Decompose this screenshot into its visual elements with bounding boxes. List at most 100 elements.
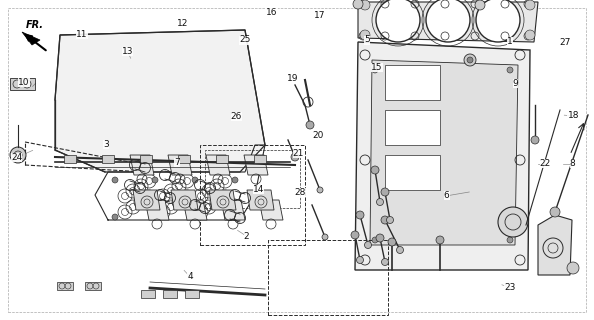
Text: 1: 1 xyxy=(507,37,513,46)
Circle shape xyxy=(550,207,560,217)
Bar xyxy=(216,155,228,163)
Text: 4: 4 xyxy=(187,272,193,281)
Text: 3: 3 xyxy=(103,140,109,149)
Circle shape xyxy=(525,0,535,10)
Text: 20: 20 xyxy=(312,132,324,140)
Circle shape xyxy=(112,214,118,220)
Circle shape xyxy=(356,257,364,263)
Circle shape xyxy=(567,262,579,274)
Circle shape xyxy=(464,54,476,66)
Bar xyxy=(163,290,177,298)
Circle shape xyxy=(475,0,485,10)
Polygon shape xyxy=(171,190,198,210)
Circle shape xyxy=(322,234,328,240)
Polygon shape xyxy=(244,155,268,175)
Circle shape xyxy=(467,57,473,63)
Bar xyxy=(64,155,76,163)
Bar xyxy=(140,155,152,163)
Text: 26: 26 xyxy=(230,112,242,121)
Text: 25: 25 xyxy=(239,36,251,44)
Text: 17: 17 xyxy=(314,12,326,20)
Polygon shape xyxy=(385,65,440,100)
Bar xyxy=(141,290,155,298)
Circle shape xyxy=(436,236,444,244)
Circle shape xyxy=(365,242,371,249)
Circle shape xyxy=(306,121,314,129)
Text: 13: 13 xyxy=(122,47,134,56)
Circle shape xyxy=(498,207,528,237)
Polygon shape xyxy=(385,110,440,145)
Polygon shape xyxy=(183,200,207,220)
Circle shape xyxy=(397,246,403,253)
Circle shape xyxy=(381,188,389,196)
Circle shape xyxy=(360,30,370,40)
Bar xyxy=(102,155,114,163)
Circle shape xyxy=(387,217,393,223)
Text: 15: 15 xyxy=(371,63,383,72)
Polygon shape xyxy=(370,60,518,245)
Bar xyxy=(185,290,199,298)
Circle shape xyxy=(381,216,389,224)
Circle shape xyxy=(192,214,198,220)
Circle shape xyxy=(112,177,118,183)
Text: 19: 19 xyxy=(286,74,298,83)
Circle shape xyxy=(377,198,384,205)
Circle shape xyxy=(507,67,513,73)
Text: 23: 23 xyxy=(504,283,516,292)
Circle shape xyxy=(152,177,158,183)
Circle shape xyxy=(525,30,535,40)
Circle shape xyxy=(371,166,379,174)
Circle shape xyxy=(376,234,384,242)
Text: 22: 22 xyxy=(540,159,551,168)
Circle shape xyxy=(232,177,238,183)
Text: 11: 11 xyxy=(76,30,88,39)
Circle shape xyxy=(351,231,359,239)
Bar xyxy=(254,155,266,163)
Circle shape xyxy=(476,0,520,42)
Text: 18: 18 xyxy=(567,111,579,120)
Text: 24: 24 xyxy=(11,153,22,162)
Circle shape xyxy=(356,211,364,219)
Polygon shape xyxy=(358,2,538,42)
Text: 7: 7 xyxy=(174,158,180,167)
Circle shape xyxy=(152,214,158,220)
Text: 6: 6 xyxy=(444,191,450,200)
Circle shape xyxy=(192,177,198,183)
Text: 27: 27 xyxy=(560,38,571,47)
Polygon shape xyxy=(206,155,230,175)
Text: 8: 8 xyxy=(570,159,576,168)
Text: 10: 10 xyxy=(18,78,30,87)
Circle shape xyxy=(317,187,323,193)
Circle shape xyxy=(507,237,513,243)
Polygon shape xyxy=(538,215,572,275)
Text: 12: 12 xyxy=(177,20,189,28)
Circle shape xyxy=(381,259,388,266)
Circle shape xyxy=(353,0,363,9)
Circle shape xyxy=(388,238,396,246)
Text: 21: 21 xyxy=(292,149,304,158)
Circle shape xyxy=(291,153,299,161)
Polygon shape xyxy=(355,42,530,270)
Bar xyxy=(200,145,305,245)
Circle shape xyxy=(376,0,420,42)
Polygon shape xyxy=(133,190,160,210)
Polygon shape xyxy=(385,155,440,190)
Circle shape xyxy=(10,147,26,163)
Polygon shape xyxy=(247,190,274,210)
Bar xyxy=(178,155,190,163)
Text: 5: 5 xyxy=(364,36,370,44)
Polygon shape xyxy=(55,30,265,172)
Bar xyxy=(10,78,35,90)
Circle shape xyxy=(372,67,378,73)
Circle shape xyxy=(360,0,370,10)
Text: FR.: FR. xyxy=(26,20,44,30)
Polygon shape xyxy=(168,155,192,175)
Circle shape xyxy=(531,136,539,144)
Text: 9: 9 xyxy=(513,79,519,88)
Bar xyxy=(205,150,300,208)
Polygon shape xyxy=(130,155,154,175)
Circle shape xyxy=(232,214,238,220)
Text: 2: 2 xyxy=(244,232,249,241)
Bar xyxy=(57,282,73,290)
Bar xyxy=(268,240,388,315)
